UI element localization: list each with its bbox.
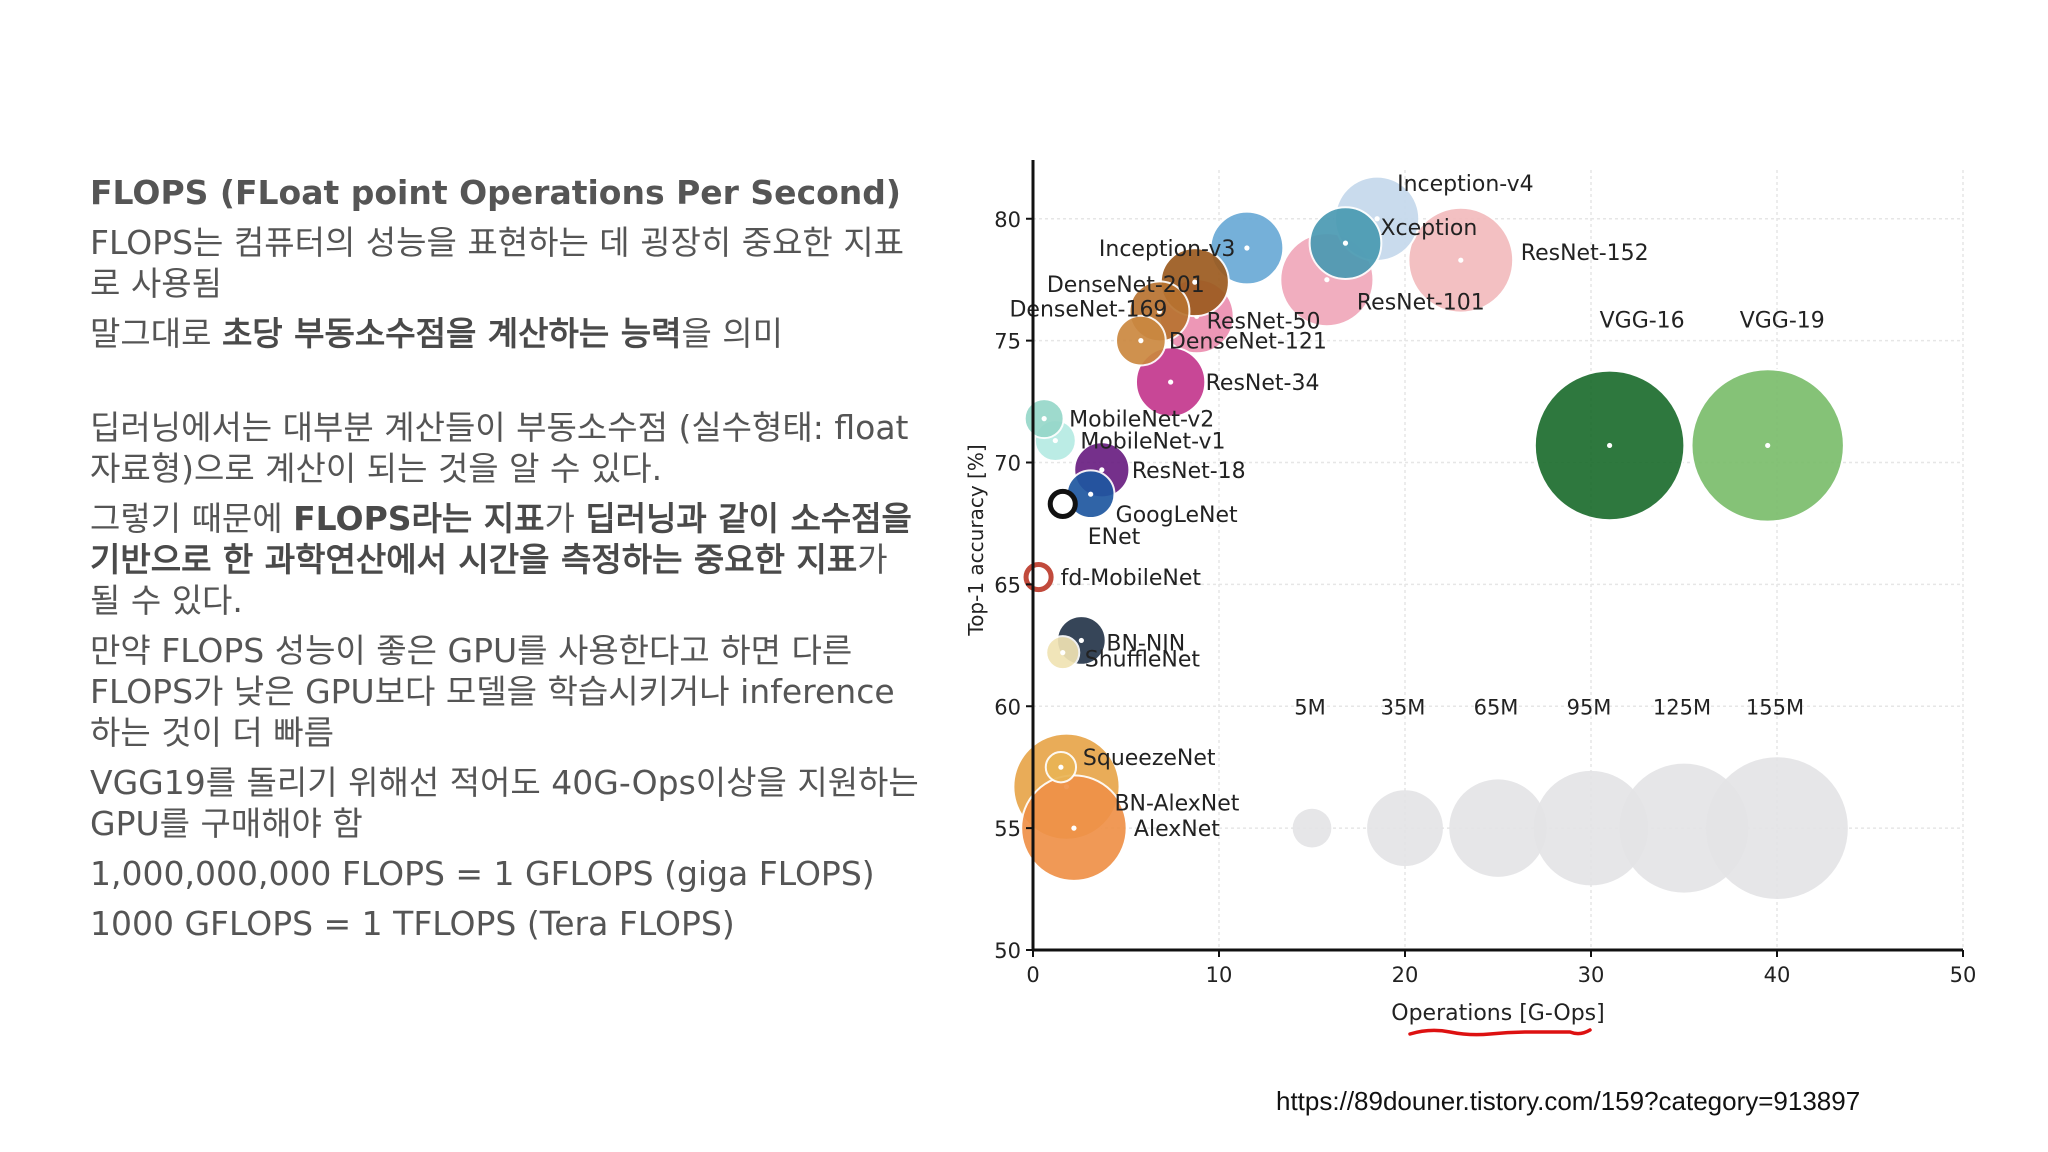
model-bubble [1023,562,1054,593]
y-tick-label: 70 [994,452,1021,476]
y-tick-label: 65 [994,573,1021,597]
x-tick-label: 50 [1950,963,1977,987]
model-label: BN-AlexNet [1114,792,1239,817]
model-label: ResNet-34 [1206,371,1320,396]
paragraph: VGG19를 돌리기 위해선 적어도 40G-Ops이상을 지원하는 GPU를 … [90,762,920,844]
size-legend-label: 125M [1653,695,1711,719]
model-label: ResNet-50 [1207,309,1321,334]
text-run: 1,000,000,000 FLOPS = 1 GFLOPS (giga FLO… [90,854,875,893]
bubble-center-dot [1071,825,1077,831]
model-label: ResNet-152 [1521,241,1649,266]
text-run: 그렇기 때문에 [90,499,294,538]
model-label: GoogLeNet [1116,503,1238,528]
text-run: 가 될 수 있다. [90,540,888,620]
paragraph: 1,000,000,000 FLOPS = 1 GFLOPS (giga FLO… [90,853,920,894]
model-label: ResNet-101 [1357,291,1485,316]
bold-text-run: 딥러닝과 같이 소수점을 기반으로 한 과학연산에서 시간을 측정하는 중요한 … [90,499,912,579]
bubble-center-dot [1607,442,1613,449]
model-label: MobileNet-v2 [1069,408,1214,433]
bubble-center-dot [1765,442,1771,449]
bubble-center-dot [1138,338,1144,344]
bubble-center-dot [1088,491,1094,497]
text-run: 1000 GFLOPS = 1 TFLOPS (Tera FLOPS) [90,904,735,943]
size-legend-bubble [1292,808,1332,848]
bubble-center-dot [1192,279,1198,285]
y-axis-label: Top-1 accuracy [%] [964,444,988,636]
size-legend-label: 95M [1567,695,1612,719]
y-tick-label: 50 [994,939,1021,963]
bold-text-run: 초당 부동소수점을 계산하는 능력 [221,314,682,353]
size-legend-label: 5M [1294,695,1325,719]
model-label: MobileNet-v1 [1080,430,1225,455]
bold-text-run: FLOPS라는 지표 [293,499,545,538]
size-legend-bubble [1533,770,1649,886]
model-label: VGG-16 [1600,308,1685,333]
model-label: VGG-19 [1740,308,1825,333]
size-legend-label: 65M [1474,695,1519,719]
model-bubble [1047,488,1078,519]
chart-svg: 5M 35M 65M 95M 125M 155M Inception-v4 Xception R… [964,160,1977,1037]
paragraph: FLOPS는 컴퓨터의 성능을 표현하는 데 굉장히 중요한 지표로 사용됨 [90,222,920,304]
paragraph: 딥러닝에서는 대부분 계산들이 부동소수점 (실수형태: float 자료형)으… [90,407,920,489]
text-run: 말그대로 [90,314,222,353]
size-legend-label: 155M [1746,695,1804,719]
bubble-center-dot [1060,650,1066,656]
bubble-center-dot [1168,379,1174,385]
bubble-center-dot [1324,277,1330,283]
model-label: AlexNet [1134,817,1220,842]
model-label: Xception [1380,216,1477,241]
bubble-center-dot [1244,245,1250,251]
text-run: 만약 FLOPS 성능이 좋은 GPU를 사용한다고 하면 다른 FLOPS가 … [90,631,895,752]
y-tick-label: 55 [994,817,1021,841]
y-tick-label: 75 [994,330,1021,354]
red-underline-annotation [1408,1028,1592,1037]
paragraph: 말그대로 초당 부동소수점을 계산하는 능력을 의미 [90,313,920,354]
size-legend-bubble [1367,790,1443,867]
size-legend-bubble [1449,779,1547,877]
bubble-center-dot [1342,240,1349,246]
bubble-center-dot [1078,637,1084,644]
text-run: FLOPS는 컴퓨터의 성능을 표현하는 데 굉장히 중요한 지표로 사용됨 [90,223,905,303]
model-label: fd-MobileNet [1061,566,1202,591]
model-label: BN-NIN [1106,631,1185,656]
text-run: 을 의미 [681,314,784,353]
x-tick-label: 40 [1764,963,1791,987]
accuracy-vs-operations-chart: 5M 35M 65M 95M 125M 155M Inception-v4 Xception R… [960,150,1980,1050]
model-label: ShuffleNet [1085,648,1201,673]
y-tick-label: 80 [994,208,1021,232]
bubble-center-dot [1374,216,1380,222]
paragraph: 만약 FLOPS 성능이 좋은 GPU를 사용한다고 하면 다른 FLOPS가 … [90,630,920,753]
bubble-center-dot [1058,764,1064,770]
text-run: 딥러닝에서는 대부분 계산들이 부동소수점 (실수형태: float 자료형)으… [90,408,909,488]
size-legend-label: 35M [1381,695,1426,719]
x-tick-label: 10 [1206,963,1233,987]
text-run: VGG19를 돌리기 위해선 적어도 40G-Ops이상을 지원하는 GPU를 … [90,763,919,843]
model-label: Inception-v4 [1397,172,1534,197]
paragraph: 1000 GFLOPS = 1 TFLOPS (Tera FLOPS) [90,903,920,944]
model-label: DenseNet-121 [1169,330,1327,355]
bubble-center-dot [1052,437,1058,444]
paragraph: 그렇기 때문에 FLOPS라는 지표가 딥러닝과 같이 소수점을 기반으로 한 … [90,498,920,621]
bubble-center-dot [1099,467,1105,473]
model-label: DenseNet-169 [1009,297,1167,322]
slide-title: FLOPS (FLoat point Operations Per Second… [90,173,901,212]
bubble-center-dot [1041,416,1047,422]
source-url[interactable]: https://89douner.tistory.com/159?categor… [1276,1086,1861,1116]
x-tick-label: 20 [1392,963,1419,987]
slide-text: FLOPS (FLoat point Operations Per Second… [90,172,920,953]
size-legend-bubble [1706,757,1848,899]
model-label: ENet [1088,525,1141,550]
model-label: Inception-v3 [1099,237,1236,262]
model-label: ResNet-18 [1132,459,1246,484]
x-tick-label: 0 [1026,963,1039,987]
model-label: DenseNet-201 [1047,273,1205,298]
y-tick-label: 60 [994,695,1021,719]
model-label: SqueezeNet [1083,746,1216,771]
bubble-center-dot [1156,308,1163,314]
x-axis-label: Operations [G-Ops] [1391,1001,1604,1026]
text-run: 가 [544,499,586,538]
x-tick-label: 30 [1578,963,1605,987]
bubble-center-dot [1458,257,1464,263]
